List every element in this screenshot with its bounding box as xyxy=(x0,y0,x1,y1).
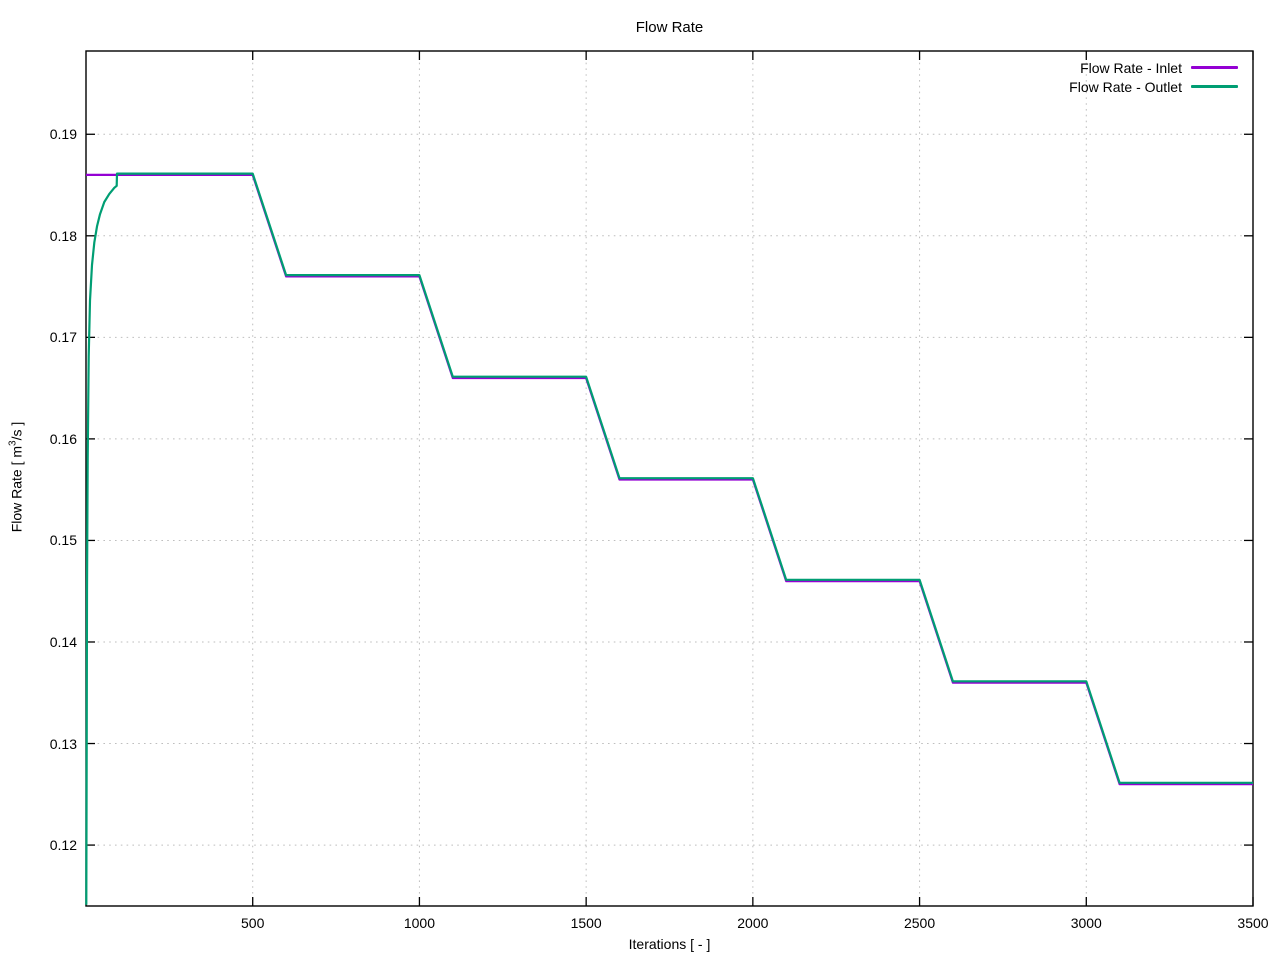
x-tick-label-500: 500 xyxy=(241,915,265,931)
y-tick-label-0.16: 0.16 xyxy=(49,430,77,447)
x-tick-label-1500: 1500 xyxy=(570,915,602,931)
x-tick-label-2000: 2000 xyxy=(737,915,769,931)
x-axis-label: Iterations [ - ] xyxy=(628,936,711,952)
y-tick-label-0.17: 0.17 xyxy=(49,329,77,346)
legend-row-inlet: Flow Rate - Inlet xyxy=(1069,58,1238,77)
legend-label-inlet: Flow Rate - Inlet xyxy=(1080,59,1182,76)
y-tick-label-0.15: 0.15 xyxy=(49,532,77,549)
legend-label-outlet: Flow Rate - Outlet xyxy=(1069,78,1182,95)
x-tick-label-3000: 3000 xyxy=(1070,915,1102,931)
y-axis-label-prefix: Flow Rate [ m xyxy=(8,445,25,533)
x-tick-label-1000: 1000 xyxy=(403,915,435,931)
legend: Flow Rate - Inlet Flow Rate - Outlet xyxy=(1069,58,1238,96)
chart-title: Flow Rate xyxy=(635,19,704,36)
y-tick-label-0.14: 0.14 xyxy=(49,633,77,650)
legend-line-sample-outlet xyxy=(1191,85,1238,88)
y-tick-label-0.19: 0.19 xyxy=(49,126,77,143)
y-tick-label-0.18: 0.18 xyxy=(49,227,77,244)
legend-row-outlet: Flow Rate - Outlet xyxy=(1069,77,1238,96)
x-tick-label-3500: 3500 xyxy=(1237,915,1269,931)
legend-line-sample-inlet xyxy=(1191,66,1238,69)
x-tick-label-2500: 2500 xyxy=(903,915,936,931)
y-tick-label-0.13: 0.13 xyxy=(49,735,77,752)
y-tick-label-0.12: 0.12 xyxy=(49,837,77,854)
